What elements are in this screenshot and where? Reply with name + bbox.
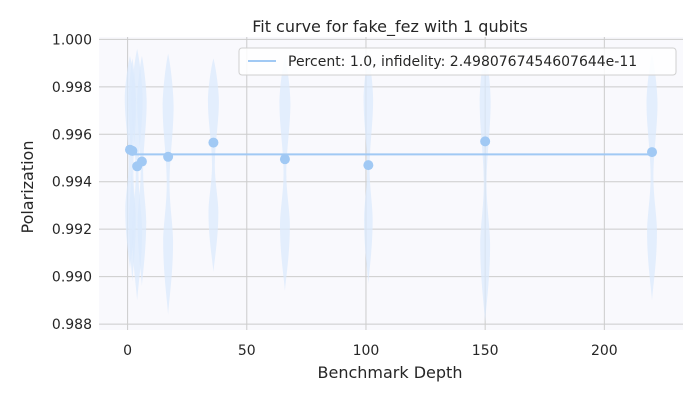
x-tick-label: 200 [591,343,618,359]
data-point [136,156,147,167]
data-point [480,136,491,147]
y-tick-label: 0.988 [52,317,92,333]
violin [162,53,174,315]
violins [124,46,658,322]
x-tick-label: 150 [472,343,499,359]
data-point [279,154,290,165]
data-points [124,136,658,172]
violin [646,53,658,301]
violin [479,46,491,322]
chart-title: Fit curve for fake_fez with 1 qubits [252,17,528,37]
plot-area [99,37,683,330]
x-tick-label: 100 [353,343,380,359]
data-point [647,147,658,158]
y-tick-label: 0.994 [52,175,92,191]
violin [207,58,219,272]
data-point [363,160,374,171]
x-axis-label: Benchmark Depth [318,363,463,382]
x-tick-label: 0 [123,343,132,359]
y-tick-label: 0.990 [52,270,92,286]
legend-box [238,47,677,76]
y-tick-label: 1.000 [52,32,92,48]
x-axis-ticks: 0 50 100 150 200 [123,343,618,359]
y-tick-label: 0.998 [52,80,92,96]
legend: Percent: 1.0, infidelity: 2.498076745460… [238,47,677,76]
y-axis-ticks: 0.988 0.990 0.992 0.994 0.996 0.998 1.000 [52,32,92,333]
data-point [208,137,219,148]
violin [279,55,291,291]
data-point [163,151,174,162]
x-tick-label: 50 [238,343,256,359]
data-point [127,145,138,156]
violin [137,55,147,287]
legend-entry: Percent: 1.0, infidelity: 2.498076745460… [288,54,637,70]
y-tick-label: 0.992 [52,222,92,238]
y-axis-label: Polarization [18,141,37,234]
y-tick-label: 0.996 [52,127,92,143]
